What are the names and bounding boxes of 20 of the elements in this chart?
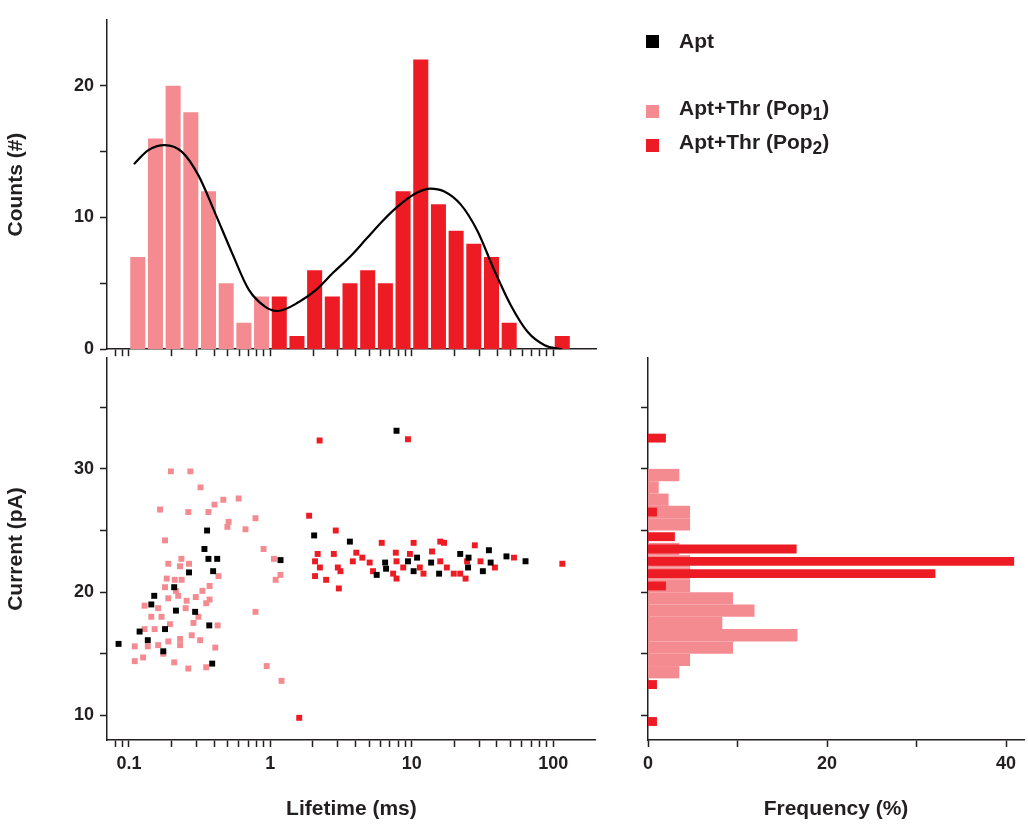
x-tick-label: 10 bbox=[401, 752, 422, 773]
x-axis-title: Frequency (%) bbox=[763, 796, 909, 820]
y-tick-label: 20 bbox=[73, 74, 94, 95]
x-tick-label: 20 bbox=[817, 752, 838, 773]
x-axis-title: Lifetime (ms) bbox=[286, 796, 417, 820]
x-tick-label: 1 bbox=[265, 752, 276, 773]
y-tick-label: 10 bbox=[73, 704, 94, 725]
x-tick-label: 0 bbox=[642, 752, 654, 773]
y-tick-label: 10 bbox=[73, 206, 94, 227]
x-tick-label: 100 bbox=[538, 752, 569, 773]
y-axis-title: Current (pA) bbox=[3, 487, 27, 611]
x-tick-label: 0.1 bbox=[116, 752, 142, 773]
legend-label: Apt+Thr (Pop$_{2}$) bbox=[679, 130, 830, 160]
legend-label: Apt bbox=[679, 29, 714, 53]
x-tick-label: 40 bbox=[996, 752, 1017, 773]
y-axis-title: Counts (#) bbox=[3, 132, 27, 237]
y-tick-label: 30 bbox=[73, 457, 94, 478]
y-tick-label: 20 bbox=[73, 581, 94, 602]
legend-label: Apt+Thr (Pop$_{1}$) bbox=[679, 96, 830, 126]
y-tick-label: 0 bbox=[83, 338, 94, 359]
